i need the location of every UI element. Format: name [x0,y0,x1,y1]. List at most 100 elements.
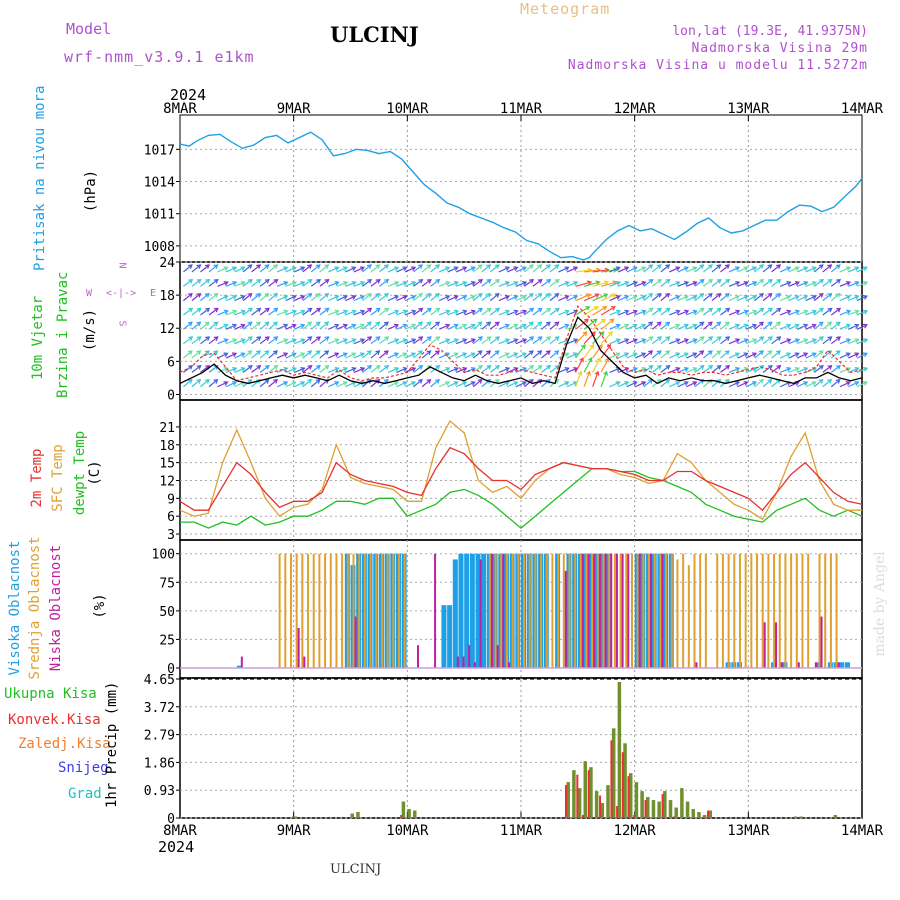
wind-arrow-head [606,344,612,350]
wind-arrow [788,367,800,373]
wind-arrow-head [470,381,476,386]
wind-arrow-head [402,381,408,386]
wind-arrow-head [862,295,868,300]
wind-arrow [592,306,607,316]
wind-arrow-head [735,295,741,300]
wind-arrow-head [462,295,468,300]
wind-arrow-head [665,307,671,313]
wind-arrow [336,281,348,287]
wind-arrow [592,269,609,273]
x-tick-label-top: 11MAR [500,101,543,117]
wind-arrow-head [383,264,389,269]
wind-arrow [507,295,518,302]
wind-arrow [609,352,620,359]
wind-arrow [438,281,450,287]
wind-arrow-head [594,293,600,298]
wind-arrow [208,379,218,388]
cloud-bar-mid [392,553,395,668]
wind-arrow-head [699,364,705,370]
wind-arrow [336,381,348,388]
wind-arrow [745,381,757,388]
wind-arrow-head [435,321,440,327]
wind-arrow-head [375,307,381,313]
wind-arrow [447,295,458,302]
wind-arrow-head [545,350,551,355]
x-tick-label-bottom: 8MAR [163,823,197,839]
wind-arrow [362,321,372,330]
cloud-bar-low [610,553,613,668]
wind-arrow-head [445,281,451,286]
wind-arrow [617,352,629,359]
wind-arrow-head [247,279,253,284]
wind-arrow [669,338,680,345]
wind-arrow-head [603,370,608,376]
wind-arrow-head [204,350,210,355]
wind-arrow-head [818,292,824,298]
precip-total-bar [646,797,650,818]
wind-arrow [600,293,617,302]
y-tick-label-temp: 6 [167,510,175,525]
wind-arrow [720,307,730,316]
wind-arrow [822,307,832,316]
wind-arrow-head [528,292,534,298]
wind-arrow-head [529,336,535,342]
wind-arrow-head [818,364,824,370]
cloud-bar-mid [613,553,616,668]
wind-arrow [396,281,407,287]
wind-arrow [507,367,518,373]
wind-arrow [592,357,601,373]
wind-arrow-head [334,295,340,300]
wind-arrow-head [846,338,852,344]
wind-arrow-head [573,281,579,286]
cloud-bar-high [441,605,447,668]
wind-arrow-head [692,381,698,386]
wind-arrow [183,336,193,345]
wind-arrow [191,321,201,330]
wind-arrow-head [504,352,510,358]
wind-arrow-head [665,378,671,384]
wind-arrow-head [554,336,560,342]
wind-arrow [634,381,646,388]
wind-arrow-head [648,336,654,342]
wind-arrow [353,310,365,316]
wind-arrow [532,350,542,359]
wind-arrow [353,266,365,273]
wind-arrow-head [360,281,366,286]
wind-arrow [549,365,560,373]
wind-arrow [302,336,312,345]
wind-arrow [319,293,329,302]
wind-arrow-head [846,367,852,372]
wind-arrow [515,338,527,345]
wind-arrow [421,264,432,273]
wind-arrow-head [384,336,390,342]
wind-arrow-head [205,307,211,313]
wind-arrow-head [187,321,193,327]
wind-arrow-head [615,309,621,315]
wind-arrow-head [845,266,851,272]
y-tick-label-wind: 0 [167,388,175,403]
wind-arrow-head [767,307,773,313]
wind-arrow-head [426,307,432,313]
wind-arrow-head [863,338,869,344]
wind-arrow [481,293,491,302]
wind-arrow-head [579,357,584,363]
wind-arrow-head [611,293,617,298]
wind-arrow [276,310,288,316]
wind-arrow-head [213,292,219,298]
wind-arrow [183,379,193,388]
wind-arrow-head [573,266,579,272]
wind-arrow [507,266,518,273]
wind-arrow [600,318,614,330]
wind-arrow [362,350,372,359]
wind-arrow [617,281,629,287]
wind-arrow [242,365,253,373]
wind-arrow-head [256,336,262,342]
wind-arrow-head [692,309,698,315]
wind-arrow [643,365,653,373]
wind-arrow [737,381,748,388]
cloud-bar-high [236,665,242,668]
wind-arrow-head [656,364,662,370]
x-tick-label-bottom: 9MAR [277,823,311,839]
wind-arrow-head [615,338,621,344]
precip-total-bar [617,681,622,818]
